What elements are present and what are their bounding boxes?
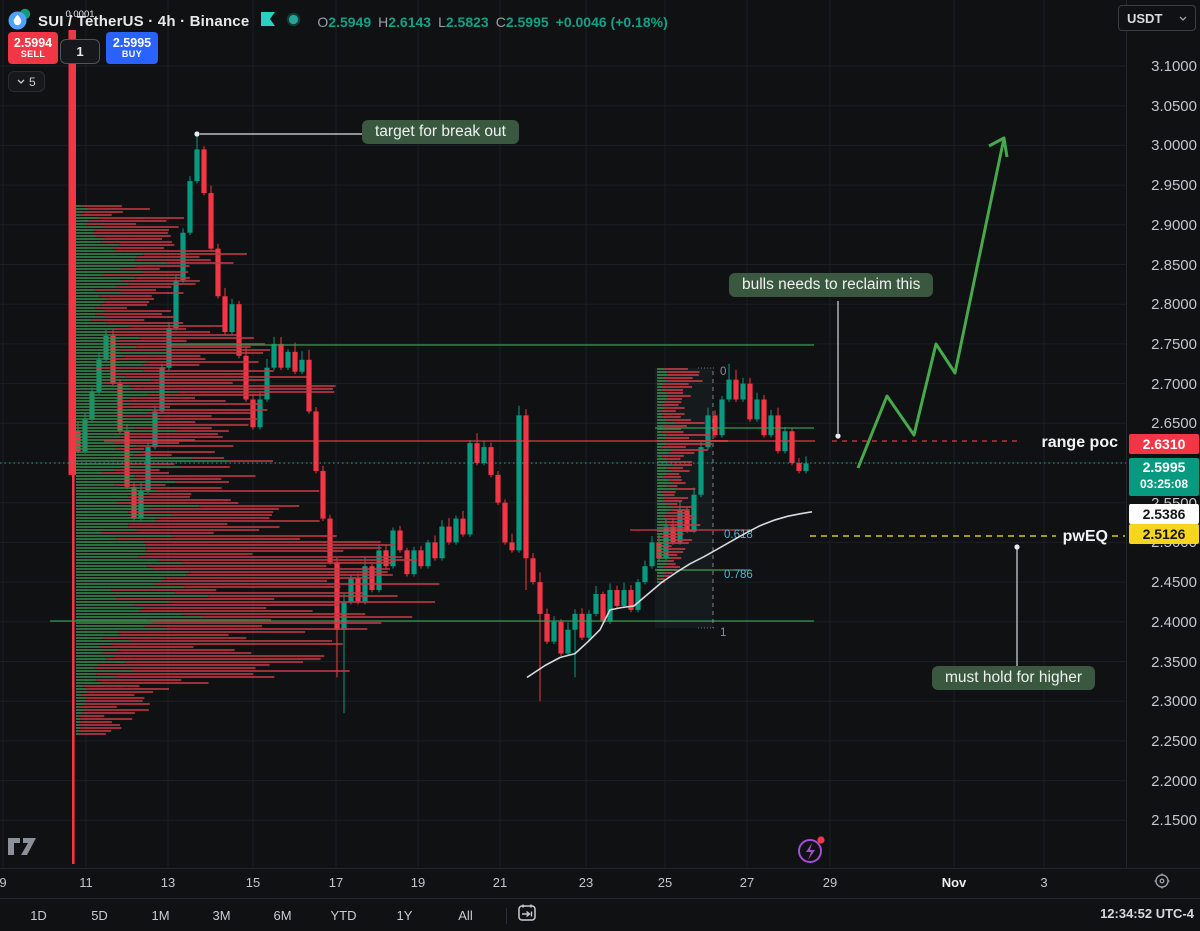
currency-selector[interactable]: USDT: [1118, 5, 1196, 31]
time-tick: 17: [328, 875, 344, 890]
price-tick: 2.1500: [1151, 812, 1197, 830]
spread-value-label: 0.0001: [65, 9, 95, 20]
price-tick: 2.7000: [1151, 375, 1197, 393]
flag-icon[interactable]: [261, 12, 276, 31]
price-tick: 2.2000: [1151, 772, 1197, 790]
range-poc-text: range poc: [1042, 434, 1119, 451]
price-tick: 3.1000: [1151, 58, 1197, 75]
crash-candle-wick: [72, 474, 75, 864]
price-tick: 2.6500: [1151, 415, 1197, 433]
toolbar-divider: [506, 907, 507, 924]
range-button-1y[interactable]: 1Y: [396, 908, 413, 923]
axis-settings-gear-icon[interactable]: [1153, 872, 1171, 895]
spread-control[interactable]: 0.0001 1: [60, 9, 100, 64]
range-button-3m[interactable]: 3M: [212, 908, 231, 923]
pweq-text: pwEQ: [1063, 528, 1108, 545]
low-value: 2.5823: [445, 13, 489, 30]
time-tick: 9: [0, 875, 7, 890]
range-button-ytd[interactable]: YTD: [330, 908, 357, 923]
chevron-down-icon: [1179, 16, 1187, 21]
time-tick: 29: [822, 875, 838, 890]
bottom-toolbar: 1D 5D 1M 3M 6M YTD 1Y All 12:34:52 UTC-4: [0, 898, 1200, 931]
fib-label-0.786: 0.786: [724, 569, 753, 581]
range-button-1d[interactable]: 1D: [30, 908, 47, 923]
volume-profile-anchored: [657, 368, 729, 583]
price-tick: 3.0000: [1151, 137, 1197, 155]
time-tick: 21: [492, 875, 508, 890]
price-tick: 2.3000: [1151, 693, 1197, 711]
fib-label-1: 1: [720, 627, 726, 639]
time-tick: 11: [79, 875, 93, 890]
price-tick: 2.7500: [1151, 335, 1197, 353]
crash-candle-body: [68, 30, 76, 475]
time-tick: 13: [160, 875, 176, 890]
time-axis[interactable]: 9 11 13 15 17 19 21 23 25 27 29 Nov 3: [0, 868, 1200, 899]
callout-target-breakout[interactable]: target for break out: [362, 120, 519, 144]
quantity-field[interactable]: 1: [60, 39, 100, 64]
price-axis[interactable]: 3.1000 3.0500 3.0000 2.9500 2.9000 2.8500 2.80…: [1126, 0, 1200, 868]
symbol-legend: SUI / TetherUS · 4h · Binance O2.5949 H2…: [6, 6, 668, 37]
chevron-down-icon: [17, 79, 25, 84]
buy-button[interactable]: 2.5995 BUY: [106, 32, 158, 64]
price-tick: 2.9500: [1151, 177, 1197, 195]
change-value: +0.0046 (+0.18%): [555, 13, 668, 30]
callout-bulls-reclaim[interactable]: bulls needs to reclaim this: [729, 273, 934, 297]
volume-profile-left: [76, 205, 440, 735]
tradingview-logo: [8, 838, 36, 855]
time-tick: 23: [578, 875, 594, 890]
range-button-6m[interactable]: 6M: [273, 908, 292, 923]
target-line-dot: [194, 131, 200, 137]
price-tick: 2.9000: [1151, 216, 1197, 234]
quick-action-bolt-icon[interactable]: [798, 836, 825, 863]
range-button-5d[interactable]: 5D: [91, 908, 108, 923]
price-tick: 2.2500: [1151, 732, 1197, 750]
market-status-dot-icon[interactable]: [286, 12, 301, 32]
clock-timezone[interactable]: 12:34:52 UTC-4: [1100, 906, 1194, 921]
time-tick: 25: [657, 875, 673, 890]
price-tick: 2.3500: [1151, 653, 1197, 671]
callout-must-hold[interactable]: must hold for higher: [932, 666, 1095, 690]
price-tick: 2.4500: [1151, 574, 1197, 592]
price-tick: 2.8000: [1151, 296, 1197, 314]
range-button-1m[interactable]: 1M: [151, 908, 170, 923]
range-button-all[interactable]: All: [458, 908, 473, 923]
time-tick: 27: [739, 875, 755, 890]
projection-arrow: [856, 137, 1006, 469]
price-tick: 2.4000: [1151, 613, 1197, 631]
bulls-line-dot: [835, 433, 841, 439]
price-label-ma: 2.5386: [1129, 504, 1199, 524]
sell-button[interactable]: 2.5994 SELL: [8, 32, 58, 64]
time-tick: 15: [245, 875, 261, 890]
sui-coin-icon: [6, 6, 32, 37]
price-label-pweq: 2.5126: [1129, 524, 1199, 544]
symbol-title[interactable]: SUI / TetherUS · 4h · Binance: [38, 13, 250, 30]
ohlc-values: O2.5949 H2.6143 L2.5823 C2.5995 +0.0046 …: [317, 13, 668, 30]
price-tick: 2.8500: [1151, 256, 1197, 274]
go-to-date-icon[interactable]: [517, 903, 537, 928]
fib-label-0: 0: [720, 366, 726, 378]
trade-panel: 2.5994 SELL 0.0001 1 2.5995 BUY: [8, 9, 158, 64]
price-label-poc: 2.6310: [1129, 434, 1199, 454]
countdown-timer: 03:25:08: [1139, 477, 1189, 491]
projection-arrow-head: [988, 136, 1009, 158]
fib-label-0.618: 0.618: [724, 529, 753, 541]
must-line-dot: [1014, 544, 1020, 550]
open-value: 2.5949: [328, 13, 372, 30]
time-tick: 3: [1040, 875, 1048, 890]
range-buttons: 1D 5D 1M 3M 6M YTD 1Y All: [8, 904, 496, 927]
legend-collapse-button[interactable]: 5: [8, 71, 45, 92]
close-value: 2.5995: [505, 13, 549, 30]
high-value: 2.6143: [388, 13, 432, 30]
time-tick: Nov: [941, 875, 967, 890]
price-tick: 3.0500: [1151, 97, 1197, 115]
price-label-last: 2.5995 03:25:08: [1129, 458, 1199, 496]
time-tick: 19: [410, 875, 426, 890]
moving-average-line: [526, 511, 813, 679]
